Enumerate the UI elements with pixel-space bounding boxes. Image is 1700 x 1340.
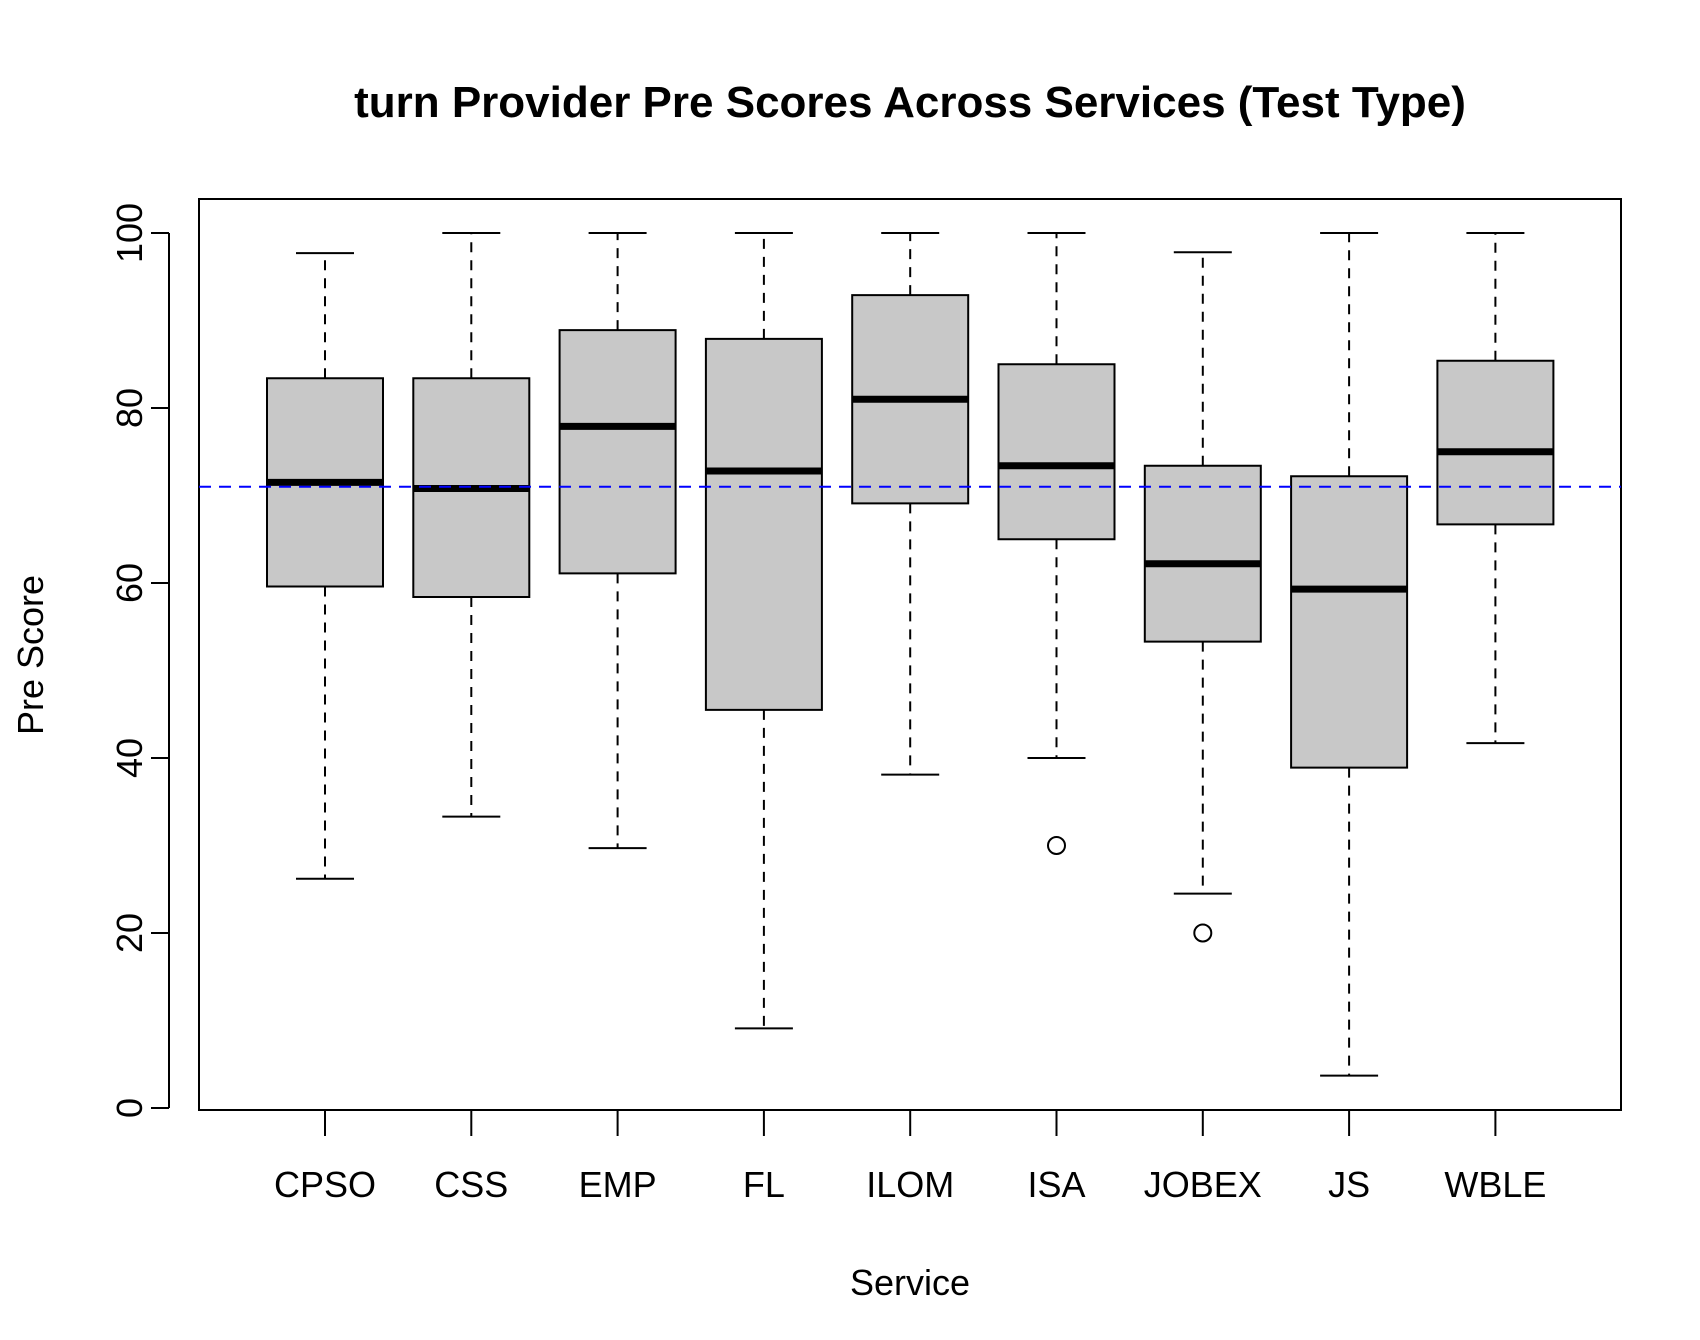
boxes-layer: [266, 232, 1555, 1077]
x-axis: CPSO CSS EMP FL ILOM ISA JOBEX JS WBLE: [274, 1110, 1546, 1205]
iqr-box: [1436, 359, 1555, 526]
iqr-box: [704, 337, 823, 711]
x-tick-label: FL: [743, 1164, 785, 1205]
chart-title: turn Provider Pre Scores Across Services…: [354, 78, 1466, 127]
box-group-isa: [997, 232, 1116, 855]
x-tick-label: ISA: [1027, 1164, 1085, 1205]
x-tick-label: CPSO: [274, 1164, 376, 1205]
y-tick-label: 40: [109, 738, 150, 778]
y-tick-label: 60: [109, 563, 150, 603]
y-tick-label: 80: [109, 388, 150, 428]
y-tick-label: 20: [109, 913, 150, 953]
box-group-emp: [558, 232, 677, 850]
y-tick-label: 100: [109, 203, 150, 263]
x-tick-label: EMP: [579, 1164, 657, 1205]
y-axis: 0 20 40 60 80 100: [109, 203, 170, 1118]
outlier-point: [1047, 836, 1066, 855]
y-axis-label: Pre Score: [10, 575, 51, 735]
box-group-cpso: [266, 252, 384, 880]
x-tick-label: CSS: [434, 1164, 508, 1205]
x-tick-label: JOBEX: [1144, 1164, 1262, 1205]
box-group-fl: [704, 232, 823, 1030]
iqr-box: [997, 363, 1116, 541]
x-tick-label: WBLE: [1444, 1164, 1546, 1205]
box-group-css: [412, 232, 531, 818]
y-tick-label: 0: [109, 1098, 150, 1118]
box-group-ilom: [851, 232, 970, 776]
x-tick-label: JS: [1328, 1164, 1370, 1205]
iqr-box: [1290, 475, 1409, 769]
x-axis-label: Service: [850, 1262, 970, 1303]
iqr-box: [1143, 464, 1262, 643]
x-tick-label: ILOM: [866, 1164, 954, 1205]
box-group-wble: [1436, 232, 1555, 745]
box-group-js: [1290, 232, 1409, 1077]
box-group-jobex: [1143, 251, 1262, 943]
iqr-box: [558, 329, 677, 575]
outlier-point: [1193, 923, 1213, 943]
